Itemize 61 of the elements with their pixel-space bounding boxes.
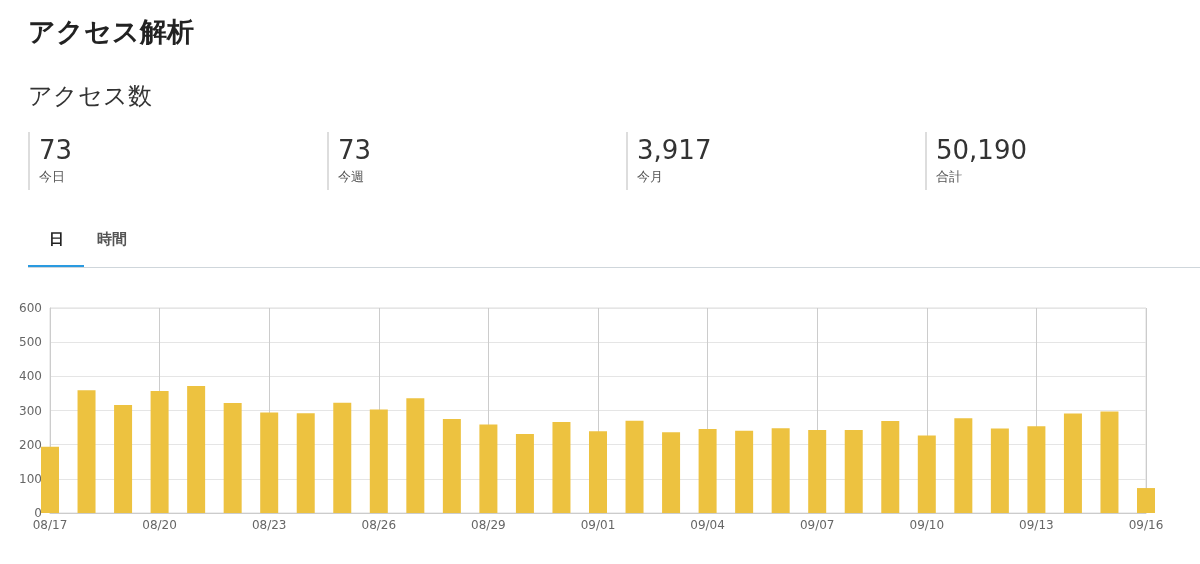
text: 合計 [936,168,963,186]
bar [442,419,461,513]
x-tick-label: 09/04 [690,518,725,532]
bar [1137,488,1155,513]
bar [406,398,425,513]
bar [844,429,863,513]
bar [881,421,900,513]
text: 73 [39,134,73,167]
y-tick-label: 100 [19,471,42,486]
bar [954,418,973,513]
x-tick-label: 08/20 [142,518,177,532]
bar [771,428,790,513]
y-tick-label: 600 [19,301,42,315]
x-tick-label: 09/13 [1019,518,1054,532]
bar [589,431,607,513]
x-tick-label: 09/16 [1128,518,1164,532]
chart-subtitle: アクセス数 [28,81,152,112]
bar [150,391,169,513]
bar [1027,426,1046,513]
bar [662,432,681,513]
x-tick-label: 08/23 [251,518,287,532]
text: 今週 [338,168,365,186]
bar [223,402,242,513]
x-tick-label: 09/07 [799,518,835,532]
y-tick-label: 0 [34,506,42,520]
bar [735,430,754,513]
x-tick-label: 09/10 [909,518,945,532]
text: 50,190 [936,134,1027,167]
bar [808,429,827,513]
bar [552,422,571,513]
text: 今日 [39,168,66,186]
bar [1100,411,1119,513]
bar [187,385,206,513]
bar [41,446,59,513]
bar [990,428,1009,513]
bar [479,424,498,513]
x-tick-label: 08/17 [32,518,68,532]
x-tick-label: 09/01 [580,518,616,532]
y-tick-label: 300 [19,403,42,418]
y-tick-label: 400 [19,369,42,384]
bar [296,413,315,513]
text: 73 [338,134,372,167]
chart-title: アクセス解析 [28,15,194,49]
bar [515,434,534,513]
x-tick-label: 08/29 [471,518,506,532]
y-tick-label: 200 [19,437,42,452]
bar [369,409,388,513]
bar [1063,413,1082,513]
bar [625,420,644,513]
text: 時間 [96,230,128,249]
bar [698,428,717,513]
y-tick-label: 500 [19,335,42,350]
text: 今月 [637,168,664,186]
text: 日 [47,230,65,249]
bar [77,390,96,513]
text: 3,917 [637,134,712,167]
x-tick-label: 08/26 [361,518,397,532]
bar [917,435,936,513]
bar [114,405,133,513]
bar [260,412,279,513]
bar [333,402,352,513]
